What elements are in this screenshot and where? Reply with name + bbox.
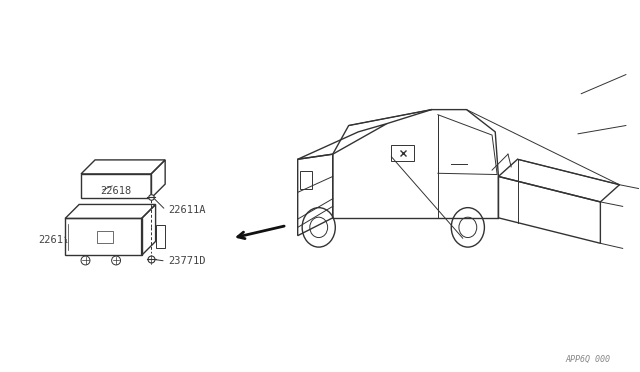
Bar xyxy=(392,145,414,161)
Text: 22611A: 22611A xyxy=(168,205,206,215)
Text: 22618: 22618 xyxy=(100,186,131,196)
Bar xyxy=(300,171,312,189)
Text: APP6Q 000: APP6Q 000 xyxy=(565,355,611,364)
Text: 2261₁: 2261₁ xyxy=(38,235,70,245)
Bar xyxy=(97,231,113,243)
Text: 23771D: 23771D xyxy=(168,256,206,266)
